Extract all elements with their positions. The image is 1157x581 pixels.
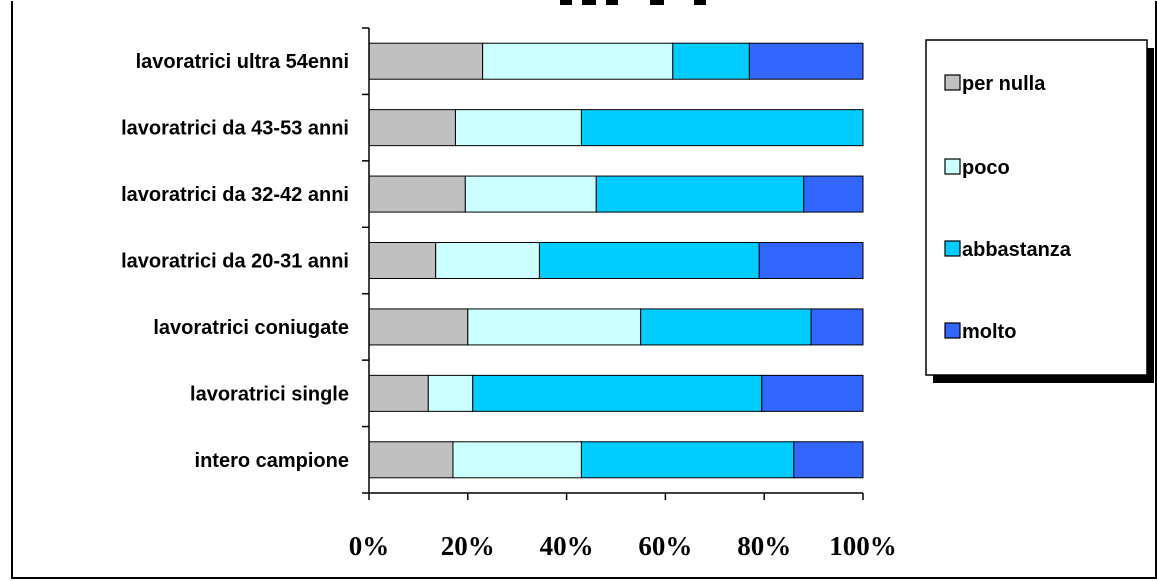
legend-box (925, 39, 1148, 376)
x-tick-label: 0% (349, 531, 390, 561)
bar-segment-poco-4 (467, 308, 642, 346)
bar-segment-molto-5 (761, 374, 864, 412)
category-label: lavoratrici single (190, 383, 349, 405)
bar-segment-poco-2 (464, 175, 597, 213)
bars-layer (368, 42, 864, 479)
x-tick-label: 40% (540, 531, 594, 561)
legend-swatch-poco (944, 158, 961, 175)
bar-segment-abbastanza-3 (538, 242, 760, 279)
bar-segment-molto-2 (803, 175, 864, 213)
legend-label-molto: molto (962, 321, 1016, 343)
category-label: intero campione (195, 450, 349, 472)
bar-segment-molto-4 (810, 308, 864, 346)
bar-segment-per-nulla-6 (368, 441, 454, 479)
bar-segment-molto-0 (748, 42, 864, 80)
bar-segment-molto-3 (758, 242, 864, 279)
bar-segment-poco-3 (435, 242, 540, 279)
x-tick-label: 80% (737, 531, 791, 561)
bar-segment-poco-6 (452, 441, 582, 479)
category-label: lavoratrici da 20-31 anni (121, 251, 349, 273)
x-tick-label: 60% (638, 531, 692, 561)
x-tick-label: 100% (829, 531, 897, 561)
bar-segment-per-nulla-1 (368, 109, 456, 147)
legend: per nulla poco abbastanza molto (925, 39, 1154, 383)
legend-swatch-abbastanza (944, 240, 961, 257)
bar-segment-per-nulla-5 (368, 374, 429, 412)
bar-segment-abbastanza-0 (672, 42, 750, 80)
bar-segment-abbastanza-1 (580, 109, 864, 147)
legend-swatch-molto (944, 322, 961, 339)
category-label: lavoratrici da 32-42 anni (121, 184, 349, 206)
legend-label-per-nulla: per nulla (962, 73, 1046, 95)
bar-segment-abbastanza-4 (640, 308, 812, 346)
bar-segment-per-nulla-3 (368, 242, 437, 279)
x-tick-labels: 0% 20% 40% 60% 80% 100% (349, 531, 897, 561)
legend-label-abbastanza: abbastanza (962, 239, 1072, 261)
bar-segment-per-nulla-0 (368, 42, 484, 80)
category-label: lavoratrici coniugate (153, 317, 349, 339)
bar-segment-molto-6 (793, 441, 864, 479)
legend-swatch-per-nulla (944, 74, 961, 91)
bar-segment-per-nulla-2 (368, 175, 466, 213)
category-label: lavoratrici da 43-53 anni (121, 118, 349, 140)
clipped-title-fragment (560, 0, 706, 5)
category-label: lavoratrici ultra 54enni (136, 51, 349, 73)
axes-layer (362, 27, 864, 500)
bar-segment-poco-1 (454, 109, 582, 147)
x-tick-label: 20% (441, 531, 495, 561)
bar-segment-per-nulla-4 (368, 308, 469, 346)
bar-segment-poco-0 (482, 42, 674, 80)
bar-segment-abbastanza-5 (472, 374, 763, 412)
bar-segment-poco-5 (427, 374, 474, 412)
legend-label-poco: poco (962, 157, 1010, 179)
bar-segment-abbastanza-2 (595, 175, 805, 213)
bar-segment-abbastanza-6 (580, 441, 795, 479)
category-labels: lavoratrici ultra 54enni lavoratrici da 4… (121, 51, 349, 472)
